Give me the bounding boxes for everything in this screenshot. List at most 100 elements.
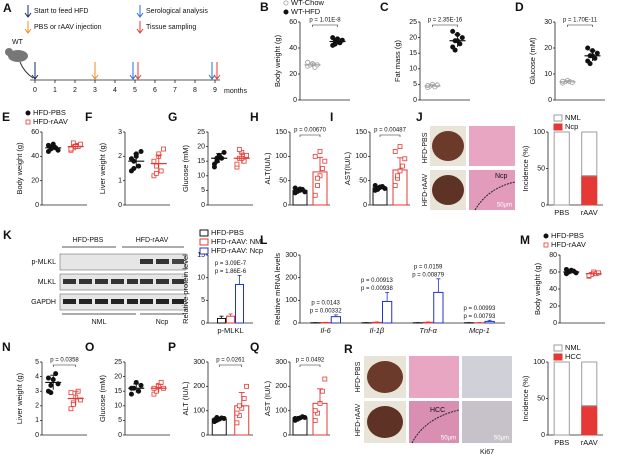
row-label: HFD-rAAV xyxy=(422,173,429,206)
x-tick-label: Il-6 xyxy=(320,326,331,335)
y-tick-label: 200 xyxy=(193,383,205,390)
bands xyxy=(63,259,184,304)
bar xyxy=(217,317,226,324)
p-bracket xyxy=(218,364,243,367)
y-tick-label: 100 xyxy=(275,408,287,415)
y-axis-label: Body weight (g) xyxy=(15,142,24,195)
legend-label: HFD-PBS xyxy=(211,228,244,237)
legend-swatch xyxy=(553,114,563,122)
data-point xyxy=(128,156,134,162)
panel-letter: L xyxy=(260,233,267,247)
p-value: p = 0.00879 xyxy=(412,272,445,278)
error-bar xyxy=(317,388,323,404)
y-tick-label: 20 xyxy=(544,45,552,52)
y-axis-label: ALT (IU/L) xyxy=(181,381,190,415)
data-point xyxy=(312,192,318,198)
data-point xyxy=(131,165,137,171)
error-bar xyxy=(216,153,223,163)
y-tick-label: 30 xyxy=(544,19,552,26)
arrow xyxy=(24,5,32,18)
he-image xyxy=(409,401,459,443)
y-tick-label: 3 xyxy=(35,388,39,395)
error-bar xyxy=(50,144,57,151)
error-bar xyxy=(568,269,575,274)
legend-text: Serological analysis xyxy=(146,8,208,15)
x-tick-label: PBS xyxy=(554,438,569,447)
data-point xyxy=(236,413,242,418)
x-tick-label: p-MLKL xyxy=(217,326,243,335)
subgroup-label: NML xyxy=(92,319,107,326)
p-value: p = 0.0358 xyxy=(50,358,79,364)
data-point xyxy=(450,28,456,34)
panel-letter: M xyxy=(520,233,530,247)
y-tick-label: 0 xyxy=(541,202,545,209)
time-tick-label: 1 xyxy=(53,87,57,94)
error-bar xyxy=(219,315,224,319)
y-tick-label: 10 xyxy=(197,173,205,180)
p-value: p = 0.00793 xyxy=(463,314,496,320)
data-point xyxy=(68,406,74,412)
panel-letter: E xyxy=(2,110,10,124)
legend-label: HFD-rAAV: Ncp xyxy=(211,246,263,255)
arrow xyxy=(208,62,216,80)
time-unit: months xyxy=(224,88,247,95)
legend-swatch xyxy=(553,344,563,352)
p-value: p = 0.0159 xyxy=(414,264,443,270)
panel-letter: I xyxy=(330,110,333,124)
y-tick-label: 25 xyxy=(409,19,417,26)
y-tick-label: 60 xyxy=(31,129,39,136)
data-point xyxy=(138,382,144,388)
error-bar xyxy=(454,34,461,47)
error-bar xyxy=(436,278,441,293)
legend-label: HCC xyxy=(565,352,582,361)
p-value: p = 0.00332 xyxy=(310,308,343,314)
data-point xyxy=(319,388,325,394)
panel-letter: A xyxy=(3,1,12,15)
y-tick-label: 50 xyxy=(359,178,367,185)
data-point xyxy=(402,156,408,162)
error-bar xyxy=(238,391,245,406)
p-value: p = 2.35E-16 xyxy=(428,18,463,24)
liver-image xyxy=(367,406,403,438)
y-tick-label: 150 xyxy=(275,129,287,136)
y-tick-label: 100 xyxy=(275,153,287,160)
panel-letter: B xyxy=(260,0,269,14)
y-tick-label: 40 xyxy=(31,153,39,160)
y-tick-label: 20 xyxy=(409,34,417,41)
error-bar xyxy=(377,186,383,188)
error-bar xyxy=(487,319,492,322)
panel-letter: D xyxy=(515,0,524,14)
y-tick-label: 5 xyxy=(201,297,205,304)
error-bar xyxy=(564,80,571,83)
western-blot: K HFD-PBS HFD-rAAV p-MLKL MLKL GAPDH NML… xyxy=(3,228,187,326)
boundary xyxy=(474,181,516,211)
y-tick-label: 40 xyxy=(549,286,557,293)
y-axis-label: Incidence (%) xyxy=(521,375,530,421)
region-label: Ncp xyxy=(495,173,508,180)
group-label: HFD-rAAV xyxy=(136,237,169,244)
data-point xyxy=(452,47,458,53)
legend-label: HFD-PBS xyxy=(551,231,584,240)
data-point xyxy=(315,183,321,188)
p-bracket xyxy=(299,134,321,137)
legend-marker xyxy=(25,110,31,116)
y-tick-label: 20 xyxy=(289,71,297,78)
p-value: p = 1.86E-6 xyxy=(215,269,247,275)
y-axis-label: Relative mRNA levels xyxy=(273,253,282,325)
x-tick-label: Il-1β xyxy=(370,326,385,335)
error-bar xyxy=(133,153,140,169)
p-bracket xyxy=(312,24,338,27)
y-axis-label: Glucose (mM) xyxy=(98,374,107,422)
time-tick-label: 5 xyxy=(133,87,137,94)
y-tick-label: 0 xyxy=(201,432,205,439)
data-point xyxy=(48,390,54,396)
data-point xyxy=(161,146,166,152)
data-point xyxy=(312,408,318,414)
y-tick-label: 80 xyxy=(549,252,557,259)
data-point xyxy=(70,140,76,146)
bar xyxy=(226,315,235,324)
data-point xyxy=(397,144,403,150)
x-tick-label: Mcp-1 xyxy=(469,326,490,335)
data-point xyxy=(573,270,579,276)
bar xyxy=(371,321,382,324)
